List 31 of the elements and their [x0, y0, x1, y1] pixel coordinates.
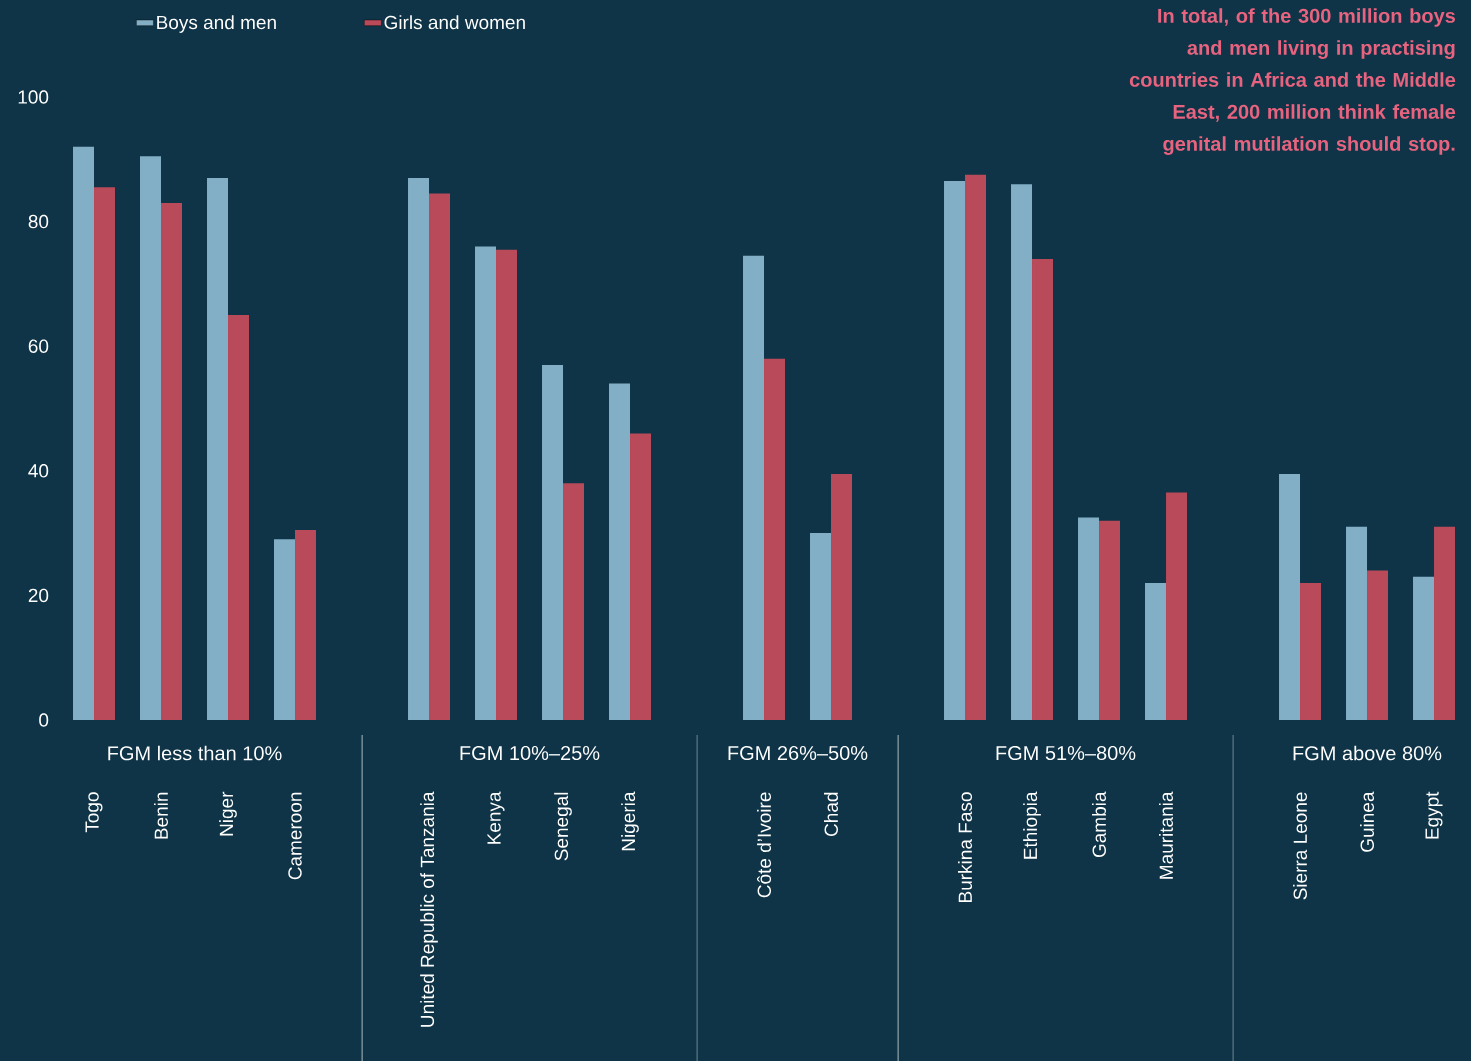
x-tick-label: Côte d’Ivoire: [757, 792, 772, 898]
y-tick-label: 80: [28, 214, 49, 229]
x-tick-label: Mauritania: [1159, 791, 1173, 879]
x-tick-label: Niger: [219, 791, 237, 836]
x-tick-label: Sierra Leone: [1293, 792, 1307, 900]
x-tick-label: Ethiopia: [1023, 791, 1041, 859]
x-tick-label: Egypt: [1425, 791, 1443, 839]
x-tick-label: Cameroon: [288, 792, 302, 880]
x-tick-label: Guinea: [1360, 791, 1374, 852]
y-tick-label: 40: [28, 464, 49, 478]
x-tick-label: Kenya: [487, 791, 505, 844]
x-tick-label: Togo: [85, 792, 103, 833]
text: FGM less than 10%: [108, 745, 282, 761]
text: FGM above 80%: [1293, 745, 1442, 761]
x-tick-label: Gambia: [1092, 791, 1106, 858]
y-tick-label: 0: [39, 713, 49, 727]
chart-title: In total, of the 300 million boys and men living in practising countries in Africa and the Middle East, 200 million think female genital mutilation should stop.: [1129, 8, 1456, 155]
legend-label: Girls and women: [384, 15, 525, 30]
legend-label: Boys and men: [157, 15, 276, 33]
y-tick-label: 60: [28, 339, 49, 353]
x-tick-label: Chad: [824, 792, 838, 836]
x-tick-label: United Republic of Tanzania: [420, 791, 438, 1027]
text: FGM 51%–80%: [996, 745, 1136, 761]
y-tick-label: 20: [28, 588, 49, 603]
y-tick-label: 100: [18, 90, 49, 104]
x-tick-label: Burkina Faso: [958, 792, 972, 902]
text: FGM 10%–25%: [460, 745, 600, 761]
x-tick-label: Benin: [154, 792, 168, 839]
x-tick-label: Nigeria: [621, 791, 639, 851]
text: FGM 26%–50%: [728, 745, 868, 761]
x-tick-label: Senegal: [554, 792, 572, 861]
